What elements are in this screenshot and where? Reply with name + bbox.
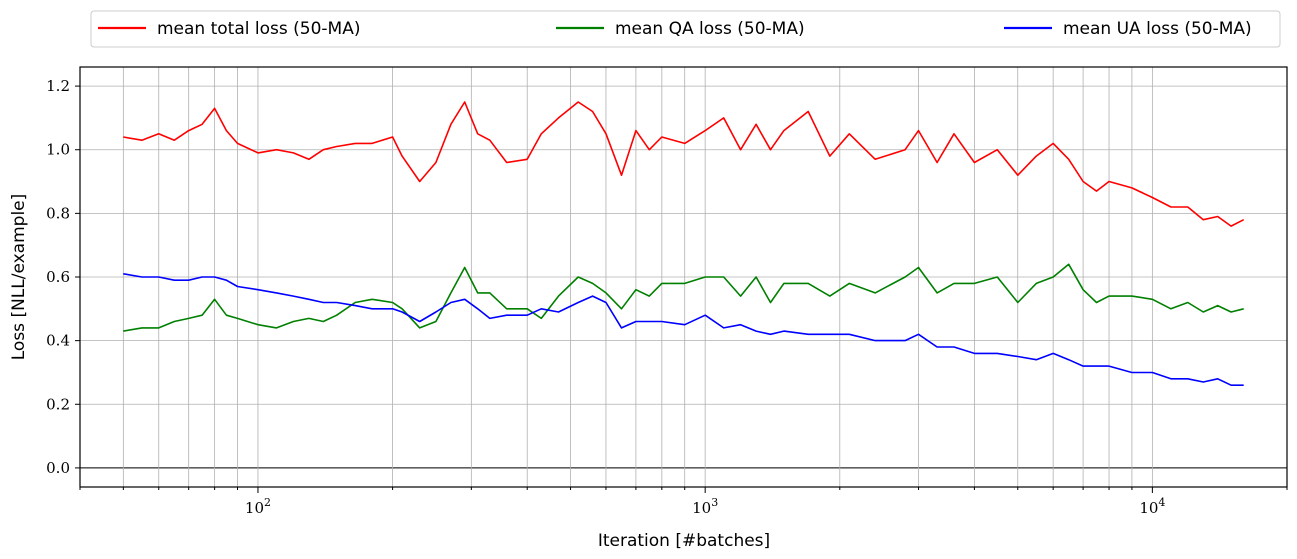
y-axis-title: Loss [NLL/example] [9,194,29,361]
legend-label: mean total loss (50-MA) [157,19,360,39]
y-tick-label: 1.2 [46,77,70,95]
y-tick-label: 1.0 [46,141,70,159]
x-tick-label: 103 [692,496,718,517]
x-tick-label: 102 [245,496,271,517]
legend-label: mean UA loss (50-MA) [1063,19,1252,39]
y-tick-label: 0.0 [46,459,70,477]
series-line [123,273,1244,386]
legend: mean total loss (50-MA) mean QA loss (50-… [90,10,1281,48]
legend-label: mean QA loss (50-MA) [615,19,805,39]
series-lines [123,101,1245,386]
y-tick-label: 0.6 [46,268,70,286]
y-tick-label: 0.4 [46,332,70,350]
y-tick-label: 0.8 [46,204,70,222]
x-axis-title: Iteration [#batches] [598,531,770,551]
series-line [123,101,1245,227]
y-tick-label: 0.2 [46,395,70,413]
x-tick-label: 104 [1139,496,1165,517]
axis-ticks: 0.0 0.2 0.4 0.6 0.8 1.0 1.2 102 103 104 [46,77,1288,517]
legend-box [90,10,1281,48]
series-line [123,263,1244,332]
